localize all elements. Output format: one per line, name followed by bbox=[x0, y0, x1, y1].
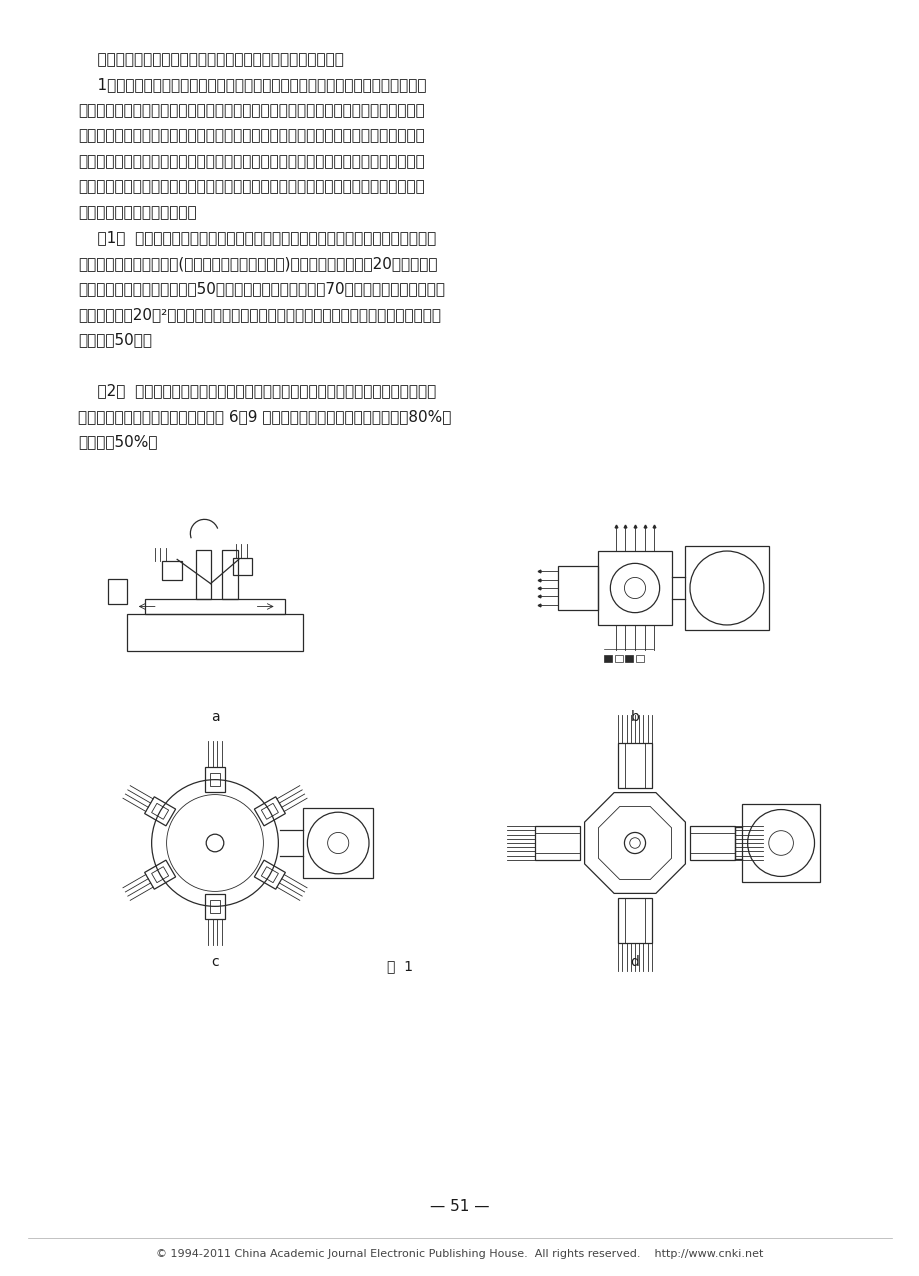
Text: — 51 —: — 51 — bbox=[430, 1199, 489, 1213]
Text: 工，因此可以大大的减少机床数量，从而节省了占地面积和投资，经济效果是很好的。: 工，因此可以大大的减少机床数量，从而节省了占地面积和投资，经济效果是很好的。 bbox=[78, 180, 425, 194]
Text: 箱组合机床为20米²），节省五名操作工人，同时还可以节省在原先需要的每台机床之间: 箱组合机床为20米²），节省五名操作工人，同时还可以节省在原先需要的每台机床之间 bbox=[78, 308, 440, 322]
Polygon shape bbox=[625, 656, 632, 662]
Text: （2）  用三台带转塔主轴箱加工六种筑路机械的重型箱体和轴盖（括包钻、铰、攻: （2） 用三台带转塔主轴箱加工六种筑路机械的重型箱体和轴盖（括包钻、铰、攻 bbox=[78, 384, 436, 398]
Text: 节省投资50%。: 节省投资50%。 bbox=[78, 435, 157, 449]
Polygon shape bbox=[604, 656, 611, 662]
Text: 加工，因此使过去不能利用一般组合机床来加工的零件，也可以把这类零件组合在一台: 加工，因此使过去不能利用一般组合机床来加工的零件，也可以把这类零件组合在一台 bbox=[78, 103, 425, 117]
Text: 七台通用钻床使用，节省面积50平方米（用七台通用钻床为70平方米，用自动更换主轴: 七台通用钻床使用，节省面积50平方米（用七台通用钻床为70平方米，用自动更换主轴 bbox=[78, 282, 445, 296]
Text: c: c bbox=[211, 954, 219, 968]
Text: 转塔动力头组合机床及自动更换主轴箱组合机床的优点如下：: 转塔动力头组合机床及自动更换主轴箱组合机床的优点如下： bbox=[78, 52, 344, 68]
Text: 1．减少机床数量、节省占地面积和投资。由于这类组合机床适应于小批量多品种: 1．减少机床数量、节省占地面积和投资。由于这类组合机床适应于小批量多品种 bbox=[78, 78, 426, 92]
Text: 可以用下面几个例子来说明：: 可以用下面几个例子来说明： bbox=[78, 205, 197, 219]
Text: 丝和铣削等工序），每小时生产率为 6～9 件，比用通用机床加工节省占地面积80%，: 丝和铣削等工序），每小时生产率为 6～9 件，比用通用机床加工节省占地面积80%… bbox=[78, 410, 451, 424]
Text: 转塔动力头组合机床或更换主轴箱组合机床上来加工。从工艺上看，以前需要好几台组: 转塔动力头组合机床或更换主轴箱组合机床上来加工。从工艺上看，以前需要好几台组 bbox=[78, 129, 425, 143]
Text: 的在制品50件。: 的在制品50件。 bbox=[78, 333, 152, 347]
Text: （1）  法国雷诺汽车公司的一台带六个主轴箱的自动更换主轴箱立式组合钻床，用: （1） 法国雷诺汽车公司的一台带六个主轴箱的自动更换主轴箱立式组合钻床，用 bbox=[78, 231, 436, 245]
Text: © 1994-2011 China Academic Journal Electronic Publishing House.  All rights rese: © 1994-2011 China Academic Journal Elect… bbox=[156, 1249, 763, 1259]
Text: b: b bbox=[630, 709, 639, 723]
Text: 于加工四种不同后轮壳时(括包钻、铰、攻丝等工序)，每小时产量合计为20件，可代替: 于加工四种不同后轮壳时(括包钻、铰、攻丝等工序)，每小时产量合计为20件，可代替 bbox=[78, 256, 437, 271]
Text: 图  1: 图 1 bbox=[387, 960, 413, 974]
Text: d: d bbox=[630, 954, 639, 968]
Text: a: a bbox=[210, 709, 219, 723]
Text: 合机床加工的零件，在生产率不太高时，可以只用一台或二台转塔主轴箱组合机床来加: 合机床加工的零件，在生产率不太高时，可以只用一台或二台转塔主轴箱组合机床来加 bbox=[78, 154, 425, 168]
